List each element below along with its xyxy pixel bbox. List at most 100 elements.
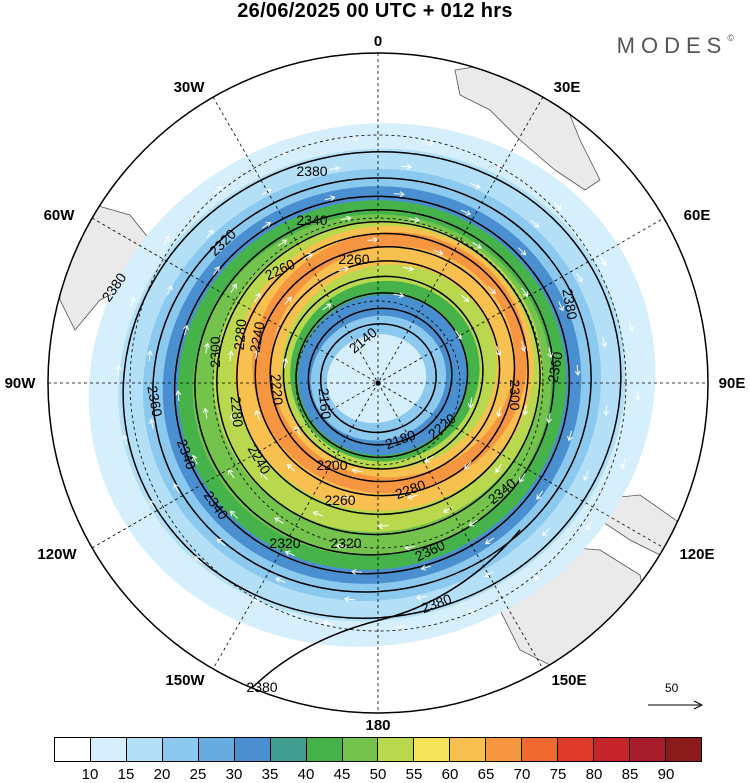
wind-arrow	[460, 209, 472, 216]
wind-arrow	[122, 434, 128, 446]
lon-label-120e: 120E	[679, 546, 715, 563]
contour-label: 2300	[207, 336, 223, 367]
wind-arrow	[396, 624, 408, 631]
wind-arrow	[603, 404, 610, 416]
wind-arrow	[472, 242, 482, 249]
wind-arrow	[484, 537, 495, 545]
wind-arrow	[518, 247, 527, 256]
colorbar-tick-label: 75	[549, 766, 567, 783]
colorbar-cell	[90, 738, 127, 761]
wind-arrow	[206, 229, 214, 239]
wind-arrow	[294, 426, 302, 436]
wind-arrow	[329, 165, 341, 172]
wind-arrow	[393, 191, 405, 198]
contour-label: 2260	[338, 251, 369, 267]
wind-arrow	[403, 265, 414, 272]
wind-arrow	[167, 285, 173, 296]
wind-arrow	[351, 568, 363, 575]
modes-logo: MODES©	[617, 33, 734, 59]
wind-arrow	[519, 473, 526, 483]
wind-arrow	[442, 506, 453, 513]
wind-arrow	[163, 235, 170, 245]
colorbar-tick-label: 40	[297, 766, 315, 783]
colorbar-cell	[558, 738, 595, 761]
wind-arrow	[495, 463, 503, 474]
wind-arrow	[420, 565, 432, 571]
colorbar-cell	[450, 738, 487, 761]
wind-arrow	[470, 183, 481, 189]
wind-arrow	[183, 324, 189, 336]
lon-label-60e: 60E	[683, 207, 711, 224]
contour-label: 2360	[544, 350, 565, 384]
wind-arrow	[533, 572, 543, 580]
colorbar-tick-label: 30	[225, 766, 243, 783]
wind-arrow	[377, 523, 389, 530]
colorbar-tick-label: 55	[405, 766, 423, 783]
wind-arrow	[284, 296, 292, 305]
wind-arrow	[204, 342, 210, 354]
wind-arrow	[254, 409, 261, 421]
wind-arrow	[407, 494, 418, 500]
wind-arrow	[628, 320, 634, 332]
wind-arrow	[286, 463, 296, 472]
contour-label: 2200	[316, 457, 347, 473]
colorbar-cell	[342, 738, 379, 761]
wind-arrow	[312, 510, 323, 517]
logo-text: MODES	[616, 33, 728, 58]
colorbar-cell	[198, 738, 235, 761]
wind-arrow	[367, 236, 379, 243]
colorbar	[54, 737, 702, 762]
colorbar-tick-label: 70	[513, 766, 531, 783]
contour-label: 2220	[268, 373, 287, 406]
colorbar-cell	[306, 738, 343, 761]
contour-label: 2280	[231, 318, 250, 351]
contour-label: 2380	[296, 163, 327, 179]
wind-arrow	[303, 253, 314, 260]
wind-arrow	[276, 152, 288, 158]
wind-arrow	[574, 365, 581, 376]
wind-arrow	[343, 596, 355, 603]
wind-arrow	[542, 527, 550, 537]
colorbar-cell	[270, 738, 307, 761]
colorbar-tick-label: 65	[477, 766, 495, 783]
wind-arrow	[230, 283, 237, 293]
lon-label-150w: 150W	[165, 672, 205, 689]
wind-arrow	[600, 256, 607, 267]
colorbar-cell	[414, 738, 451, 761]
wind-arrow	[415, 594, 427, 601]
wind-arrow	[404, 544, 416, 551]
contour-label: 2240	[246, 320, 267, 354]
lon-label-120w: 120W	[37, 546, 77, 563]
wind-arrow	[284, 550, 296, 557]
south-pole-dot	[375, 380, 381, 386]
colorbar-tick-label: 85	[621, 766, 639, 783]
wind-arrow	[620, 458, 627, 470]
wind-arrow	[275, 577, 286, 583]
wind-arrow	[520, 341, 527, 352]
wind-arrow	[229, 414, 236, 425]
wind-arrow	[216, 538, 226, 546]
height-contours	[122, 151, 622, 619]
wind-arrow	[521, 287, 529, 297]
wind-vectors	[115, 135, 641, 631]
wind-arrow	[558, 301, 564, 312]
wind-arrow	[175, 390, 182, 401]
colorbar-cell	[630, 738, 666, 761]
wind-arrow	[129, 296, 136, 308]
contour-2380-outer	[249, 529, 521, 691]
contour-label: 2160	[316, 387, 335, 420]
colorbar-tick-label: 45	[333, 766, 351, 783]
wind-arrow	[460, 294, 470, 303]
colorbar-cell	[55, 738, 91, 761]
contour-label: 2320	[330, 535, 361, 551]
lon-label-0: 0	[373, 33, 383, 50]
colorbar-tick-label: 60	[441, 766, 459, 783]
wind-arrow	[409, 216, 420, 223]
wind-arrow	[401, 163, 413, 170]
wind-arrow	[433, 249, 444, 256]
contour-label: 2320	[269, 535, 300, 551]
wind-arrow	[261, 188, 272, 196]
contour-label: 2360	[144, 384, 165, 418]
wind-arrow	[422, 139, 434, 146]
lon-label-30e: 30E	[553, 79, 581, 96]
